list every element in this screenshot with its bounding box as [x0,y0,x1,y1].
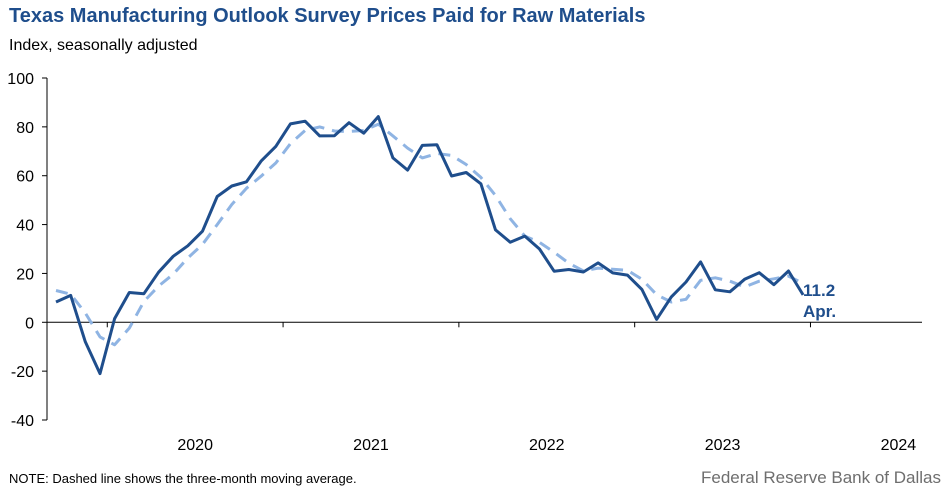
x-tick-label: 2023 [705,437,741,454]
moving-average-line [55,122,804,347]
x-axis-tick-labels: 2020 2021 2022 2023 2024 [177,437,916,454]
latest-month-label: Apr. [803,302,836,321]
y-axis-tick-labels: 100 80 60 40 20 0 -20 -40 [7,71,34,430]
chart-subtitle: Index, seasonally adjusted [9,37,198,54]
chart-axes [42,77,922,421]
y-tick-label: 100 [7,71,34,88]
chart-series [55,115,805,376]
end-annotation: 11.2 Apr. [803,281,836,321]
source-credit: Federal Reserve Bank of Dallas [700,468,941,487]
x-tick-label: 2021 [353,437,389,454]
x-tick-label: 2022 [529,437,565,454]
y-tick-label: 20 [16,266,34,283]
y-tick-label: -20 [11,364,34,381]
y-tick-label: -40 [11,413,34,430]
y-tick-label: 40 [16,218,34,235]
y-tick-label: 0 [25,315,34,332]
index-line [55,115,805,376]
footnote: NOTE: Dashed line shows the three-month … [9,471,357,486]
chart-title: Texas Manufacturing Outlook Survey Price… [9,5,646,27]
x-tick-label: 2020 [177,437,213,454]
y-tick-label: 60 [16,169,34,186]
x-tick-label: 2024 [881,437,917,454]
latest-value-label: 11.2 [803,281,835,300]
y-tick-label: 80 [16,120,34,137]
